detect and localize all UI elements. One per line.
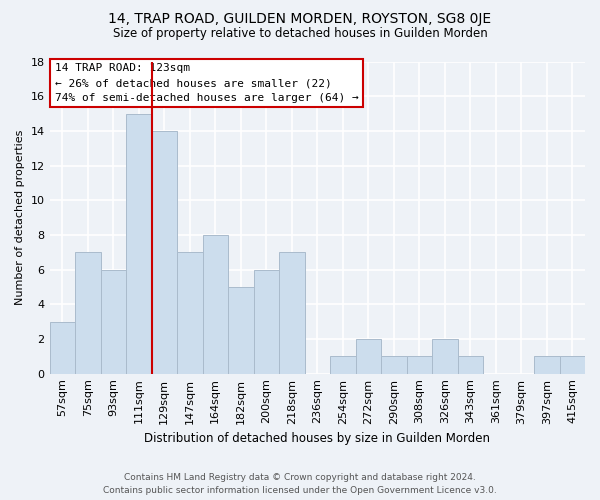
X-axis label: Distribution of detached houses by size in Guilden Morden: Distribution of detached houses by size … [144,432,490,445]
Bar [432,339,458,374]
Text: 14 TRAP ROAD: 123sqm
← 26% of detached houses are smaller (22)
74% of semi-detac: 14 TRAP ROAD: 123sqm ← 26% of detached h… [55,63,358,103]
Bar [152,131,177,374]
Text: 14, TRAP ROAD, GUILDEN MORDEN, ROYSTON, SG8 0JE: 14, TRAP ROAD, GUILDEN MORDEN, ROYSTON, … [109,12,491,26]
Bar [407,356,432,374]
Bar [254,270,279,374]
Bar [50,322,75,374]
Bar [75,252,101,374]
Bar [458,356,483,374]
Bar [203,235,228,374]
Bar [356,339,381,374]
Bar [381,356,407,374]
Y-axis label: Number of detached properties: Number of detached properties [15,130,25,306]
Bar [101,270,126,374]
Bar [228,287,254,374]
Bar [534,356,560,374]
Bar [279,252,305,374]
Bar [560,356,585,374]
Text: Contains HM Land Registry data © Crown copyright and database right 2024.
Contai: Contains HM Land Registry data © Crown c… [103,473,497,495]
Bar [330,356,356,374]
Bar [177,252,203,374]
Bar [126,114,152,374]
Text: Size of property relative to detached houses in Guilden Morden: Size of property relative to detached ho… [113,28,487,40]
